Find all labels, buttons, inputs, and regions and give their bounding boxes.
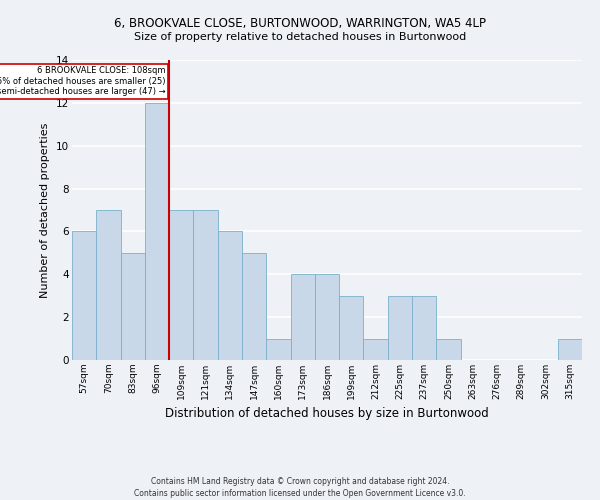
X-axis label: Distribution of detached houses by size in Burtonwood: Distribution of detached houses by size … <box>165 408 489 420</box>
Text: 6 BROOKVALE CLOSE: 108sqm
← 35% of detached houses are smaller (25)
65% of semi-: 6 BROOKVALE CLOSE: 108sqm ← 35% of detac… <box>0 66 166 96</box>
Bar <box>169 210 193 360</box>
Bar <box>388 296 412 360</box>
Y-axis label: Number of detached properties: Number of detached properties <box>40 122 50 298</box>
Bar <box>290 274 315 360</box>
Bar <box>121 253 145 360</box>
Bar <box>193 210 218 360</box>
Text: 6, BROOKVALE CLOSE, BURTONWOOD, WARRINGTON, WA5 4LP: 6, BROOKVALE CLOSE, BURTONWOOD, WARRINGT… <box>114 18 486 30</box>
Text: Contains HM Land Registry data © Crown copyright and database right 2024.
Contai: Contains HM Land Registry data © Crown c… <box>134 476 466 498</box>
Bar <box>315 274 339 360</box>
Bar <box>242 253 266 360</box>
Bar <box>412 296 436 360</box>
Bar <box>266 338 290 360</box>
Bar <box>436 338 461 360</box>
Bar <box>218 232 242 360</box>
Bar <box>96 210 121 360</box>
Text: Size of property relative to detached houses in Burtonwood: Size of property relative to detached ho… <box>134 32 466 42</box>
Bar <box>339 296 364 360</box>
Bar <box>145 103 169 360</box>
Bar <box>72 232 96 360</box>
Bar <box>558 338 582 360</box>
Bar <box>364 338 388 360</box>
